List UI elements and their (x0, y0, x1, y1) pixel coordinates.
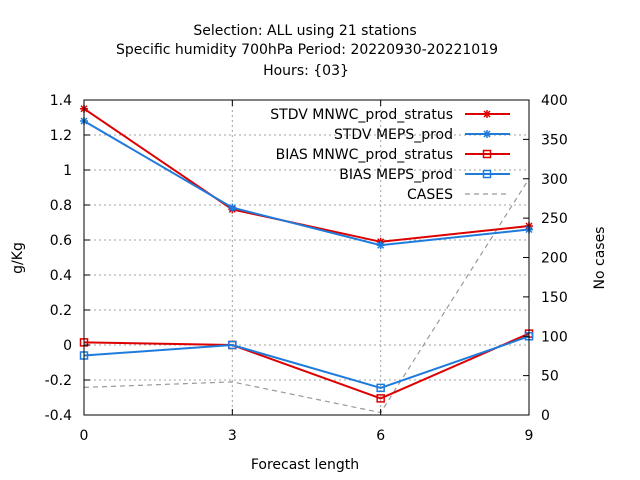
x-tick-label: 0 (80, 428, 89, 444)
x-axis-label: Forecast length (251, 457, 359, 473)
y2-tick-label: 300 (541, 172, 568, 188)
series-point-1 (228, 203, 237, 212)
y-tick-label: 1 (63, 163, 72, 179)
y2-tick-label: 200 (541, 251, 568, 267)
series-point-2 (376, 394, 385, 403)
y2-tick-label: 400 (541, 93, 568, 109)
legend-label: BIAS MEPS_prod (339, 167, 453, 183)
series-point-3 (376, 383, 385, 393)
y-tick-label: 0.4 (50, 268, 72, 284)
series-line-3 (83, 335, 530, 389)
legend-label: STDV MNWC_prod_stratus (270, 107, 453, 123)
y2-axis-label: No cases (592, 227, 608, 290)
cases-series-layer (83, 178, 530, 414)
series-point-3 (228, 340, 237, 350)
legend-swatch-marker (482, 149, 492, 159)
y-tick-label: -0.2 (45, 373, 72, 389)
y-tick-label: 0.8 (50, 198, 72, 214)
series-line-4 (83, 178, 530, 414)
series-line-1 (83, 120, 530, 247)
grid (84, 100, 529, 415)
y-tick-label: -0.4 (45, 408, 72, 424)
legend-swatch-marker (483, 110, 491, 118)
series-point-1 (376, 241, 385, 250)
y2-tick-label: 250 (541, 211, 568, 227)
legend-label: BIAS MNWC_prod_stratus (276, 147, 453, 163)
chart-title: Selection: ALL using 21 stations Specifi… (116, 23, 498, 79)
title-line-3: Hours: {03} (263, 63, 349, 79)
legend-swatch-marker (482, 169, 492, 179)
y2-tick-label: 0 (541, 408, 550, 424)
series-line-0 (83, 107, 530, 243)
y-axis-label: g/Kg (10, 242, 26, 274)
y2-tick-label: 150 (541, 290, 568, 306)
x-tick-label: 9 (525, 428, 534, 444)
y-tick-label: 1.4 (50, 93, 72, 109)
axis-ticks: -0.4-0.200.20.40.60.811.21.40 3 6 905010015… (45, 93, 568, 444)
x-tick-label: 6 (376, 428, 385, 444)
y2-tick-label: 350 (541, 132, 568, 148)
legend-swatch-marker (483, 130, 491, 138)
y-tick-label: 0.6 (50, 233, 72, 249)
title-line-1: Selection: ALL using 21 stations (193, 23, 416, 39)
y2-tick-label: 50 (541, 369, 559, 385)
title-line-2: Specific humidity 700hPa Period: 2022093… (116, 42, 498, 58)
y-tick-label: 1.2 (50, 128, 72, 144)
y-tick-label: 0.2 (50, 303, 72, 319)
y-tick-label: 0 (63, 338, 72, 354)
series-line-2 (83, 332, 530, 400)
legend-label: STDV MEPS_prod (334, 127, 453, 143)
x-tick-label: 3 (228, 428, 237, 444)
legend: STDV MNWC_prod_stratus STDV MEPS_prod BIAS… (270, 107, 510, 203)
y2-tick-label: 100 (541, 329, 568, 345)
legend-label: CASES (407, 187, 453, 203)
